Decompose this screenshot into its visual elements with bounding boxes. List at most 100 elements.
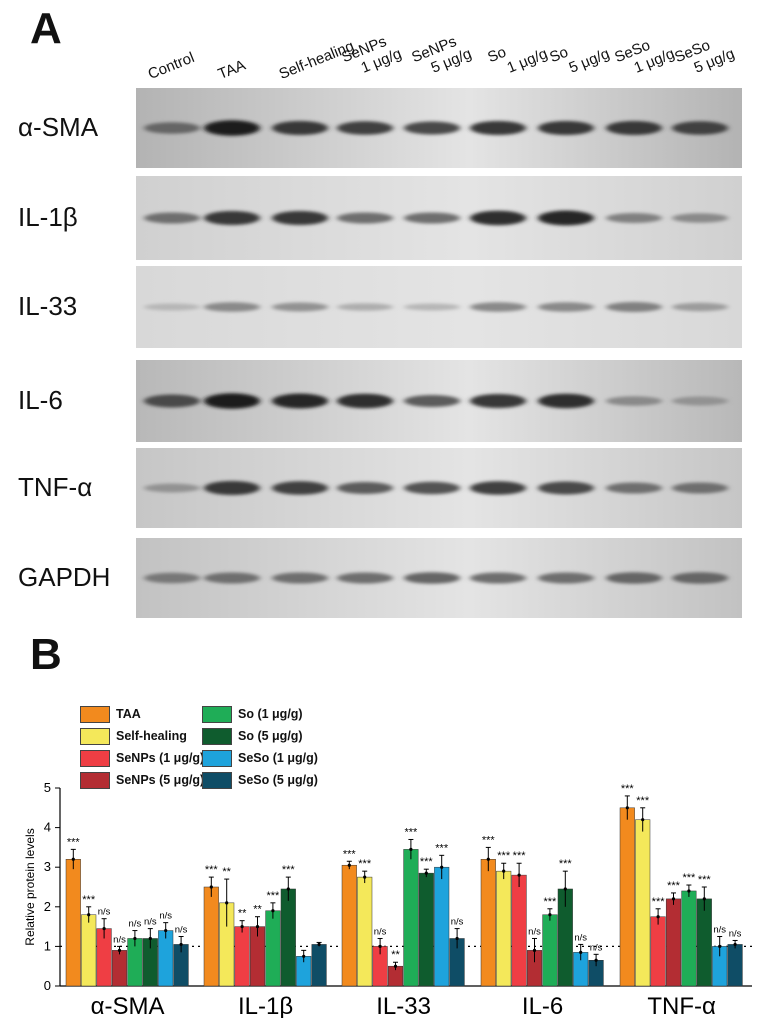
legend-item: SeNPs (1 μg/g) [80, 750, 204, 767]
significance-label: ** [391, 949, 400, 961]
significance-label: *** [482, 834, 496, 846]
legend-label: TAA [116, 706, 141, 721]
significance-label: *** [513, 850, 527, 862]
mean-dot [641, 818, 645, 822]
bar [418, 872, 434, 987]
y-axis-label: Relative protein levels [23, 828, 37, 945]
blot-band [672, 482, 728, 494]
panel-b-letter: B [30, 630, 62, 679]
significance-label: *** [667, 880, 681, 892]
bar [511, 874, 527, 987]
significance-label: *** [497, 850, 511, 862]
blot-image [136, 266, 742, 348]
bar [619, 807, 635, 987]
significance-label: *** [420, 856, 434, 868]
blot-band [538, 481, 594, 495]
blot-band [404, 572, 460, 584]
mean-dot [393, 964, 398, 968]
lane-label-line1: Control [145, 49, 197, 83]
mean-dot [133, 936, 137, 941]
legend-swatch [80, 728, 110, 745]
legend-label: So (5 μg/g) [238, 728, 303, 743]
significance-label: n/s [98, 907, 111, 918]
bar [357, 876, 373, 987]
blot-band [470, 572, 526, 584]
legend-swatch [80, 706, 110, 723]
blot-band [144, 572, 200, 584]
blot-band [272, 121, 328, 135]
mean-dot [378, 944, 382, 948]
blot-label: TNF-α [18, 472, 93, 502]
legend-item: So (5 μg/g) [202, 728, 303, 745]
lane-label: TAA [216, 57, 248, 83]
mean-dot [733, 942, 737, 947]
significance-label: *** [435, 842, 449, 854]
blot-band [337, 212, 393, 224]
significance-label: *** [621, 783, 635, 795]
blot-band [272, 211, 328, 225]
significance-label: *** [282, 864, 296, 876]
blot-band [606, 572, 662, 584]
blot-band [337, 121, 393, 135]
mean-dot [271, 909, 275, 913]
blot-band [538, 393, 594, 409]
y-tick-label: 1 [44, 938, 51, 953]
blot-band [337, 482, 393, 494]
significance-label: n/s [129, 919, 142, 930]
y-tick-label: 0 [44, 978, 51, 993]
mean-dot [179, 942, 183, 947]
legend-item: So (1 μg/g) [202, 706, 303, 723]
mean-dot [502, 869, 506, 873]
mean-dot [594, 958, 598, 962]
bar [234, 926, 250, 987]
blot-band [272, 302, 328, 312]
bar [696, 898, 712, 987]
bar [496, 870, 512, 987]
legend-label: SeSo (1 μg/g) [238, 750, 318, 765]
mean-dot [209, 885, 213, 889]
mean-dot [424, 871, 428, 875]
blot-band [272, 481, 328, 495]
legend-swatch [202, 728, 232, 745]
mean-dot [225, 901, 229, 905]
blot-label: GAPDH [18, 562, 111, 592]
significance-label: *** [82, 894, 96, 906]
y-tick-label: 4 [44, 820, 51, 835]
bar [635, 819, 651, 987]
significance-label: n/s [528, 926, 541, 937]
mean-dot [148, 936, 152, 941]
lane-label: SeNPs 5 μg/g [409, 29, 474, 82]
mean-dot [71, 857, 75, 861]
lane-label: So 1 μg/g [485, 29, 550, 82]
mean-dot [117, 948, 122, 952]
panel-a-letter: A [30, 4, 62, 53]
significance-label: ** [238, 908, 247, 920]
mean-dot [486, 857, 490, 861]
mean-dot [440, 865, 444, 869]
blot-band [144, 122, 200, 134]
significance-label: *** [559, 858, 573, 870]
mean-dot [102, 926, 106, 931]
blot-band [672, 121, 728, 135]
bar [341, 864, 357, 987]
bar [81, 914, 97, 987]
bar [434, 866, 450, 987]
blot-band [204, 572, 260, 584]
bar [542, 914, 558, 987]
legend-item: SeSo (5 μg/g) [202, 772, 318, 789]
mean-dot [625, 806, 629, 810]
mean-dot [687, 889, 691, 893]
blot-band [538, 302, 594, 312]
lane-label: Control [146, 49, 197, 83]
blot-band [404, 212, 460, 224]
significance-label: n/s [590, 942, 603, 953]
blot-band [204, 211, 260, 225]
significance-label: n/s [144, 917, 157, 928]
legend-swatch [202, 772, 232, 789]
mean-dot [563, 887, 567, 891]
blot-band [337, 303, 393, 311]
mean-dot [363, 875, 367, 879]
legend-label: SeSo (5 μg/g) [238, 772, 318, 787]
significance-label: ** [222, 866, 231, 878]
mean-dot [532, 948, 537, 952]
